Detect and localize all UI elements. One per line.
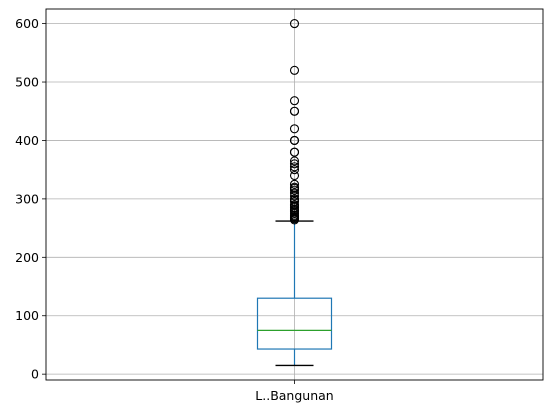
- outlier-point: [289, 65, 300, 75]
- outlier-point: [289, 170, 300, 181]
- y-tick-label: 100: [15, 308, 39, 323]
- y-tick-label: 600: [15, 16, 39, 31]
- outlier-point: [289, 96, 300, 106]
- outlier-point: [289, 215, 300, 225]
- outlier-points: [289, 19, 300, 225]
- y-tick-label: 200: [15, 250, 39, 265]
- x-tick-label: L..Bangunan: [255, 388, 333, 403]
- outlier-point: [289, 179, 300, 189]
- outlier-point: [289, 159, 300, 169]
- y-tick-label: 400: [15, 133, 39, 148]
- outlier-point: [289, 124, 300, 134]
- outlier-point: [289, 135, 300, 146]
- iqr-box: [256, 297, 333, 350]
- outlier-point: [289, 165, 300, 175]
- outlier-point: [289, 19, 300, 29]
- outlier-point: [289, 106, 300, 116]
- outlier-point: [289, 147, 300, 157]
- outlier-point: [289, 188, 300, 198]
- outlier-point: [289, 156, 300, 166]
- y-tick-label: 300: [15, 191, 39, 206]
- y-tick-label: 500: [15, 75, 39, 90]
- outlier-point: [289, 191, 300, 201]
- axis-ticks: 0 100 200 300 400 500 600 L..Bangunan: [15, 16, 334, 403]
- boxplot-body: [256, 220, 333, 367]
- outlier-point: [289, 162, 300, 172]
- y-tick-label: 0: [31, 367, 39, 382]
- outlier-point: [289, 185, 300, 195]
